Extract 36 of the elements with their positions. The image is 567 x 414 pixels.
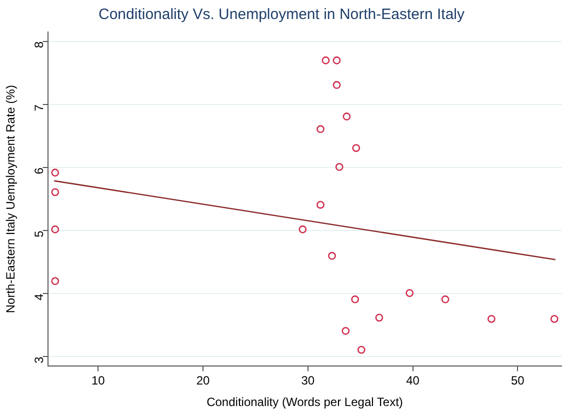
y-tick-label: 5 bbox=[32, 230, 46, 238]
point bbox=[352, 144, 360, 152]
point bbox=[51, 188, 60, 196]
point bbox=[487, 314, 496, 323]
point bbox=[375, 314, 384, 322]
x-tick-label: 20 bbox=[196, 374, 210, 388]
y-tick-label: 7 bbox=[32, 104, 46, 112]
point bbox=[342, 112, 351, 120]
point bbox=[51, 225, 60, 234]
point bbox=[357, 346, 366, 354]
point bbox=[550, 314, 558, 323]
chart-title: Conditionality Vs. Unemployment in North-Eastern Italy bbox=[98, 6, 465, 24]
point bbox=[328, 252, 336, 260]
point bbox=[298, 225, 307, 234]
x-tick-label: 40 bbox=[406, 374, 420, 388]
point bbox=[322, 56, 330, 64]
point bbox=[332, 81, 341, 89]
point bbox=[441, 295, 450, 304]
x-tick-label: 50 bbox=[510, 374, 525, 388]
point bbox=[51, 277, 60, 286]
y-tick-label: 8 bbox=[32, 41, 46, 48]
y-tick-label: 4 bbox=[32, 293, 46, 300]
point bbox=[316, 200, 324, 209]
point bbox=[351, 295, 360, 304]
point bbox=[406, 289, 414, 298]
point bbox=[342, 326, 350, 335]
point bbox=[316, 125, 324, 134]
x-axis-title: Conditionality (Words per Legal Text) bbox=[206, 395, 403, 410]
point bbox=[51, 168, 60, 177]
x-tick-label: 10 bbox=[91, 374, 106, 388]
y-tick-label: 3 bbox=[32, 356, 46, 364]
y-axis-title: North-Eastern Italy Uemployment Rate (%) bbox=[4, 85, 18, 314]
y-tick-label: 6 bbox=[32, 167, 46, 174]
x-tick-label: 30 bbox=[301, 374, 315, 388]
point bbox=[332, 56, 341, 64]
point bbox=[335, 162, 344, 171]
